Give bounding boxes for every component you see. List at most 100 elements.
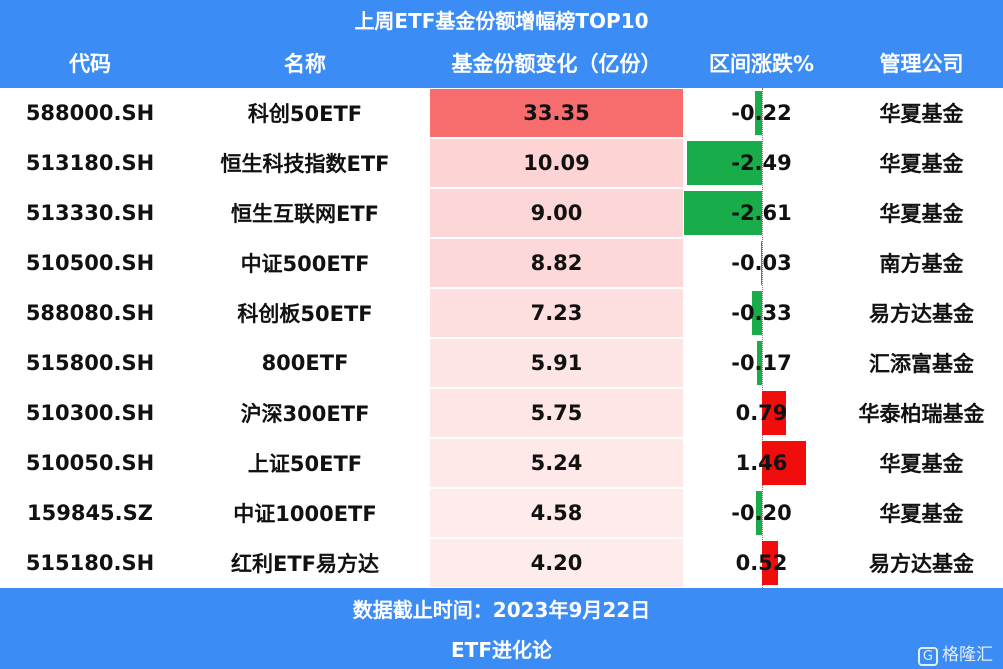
cell: 南方基金 bbox=[840, 238, 1003, 288]
cell: 513180.SH bbox=[0, 138, 180, 188]
table-body: 588000.SH 科创50ETF 33.35 -0.22 华夏基金 513180.SH 恒… bbox=[0, 88, 1003, 588]
cell: 红利ETF易方达 bbox=[180, 538, 430, 588]
cell-text: 7.23 bbox=[530, 301, 583, 325]
cell-text: 510500.SH bbox=[25, 251, 155, 275]
cell: 515800.SH bbox=[0, 338, 180, 388]
cell-text: 南方基金 bbox=[879, 252, 964, 276]
heat-fill bbox=[430, 289, 683, 337]
title: 上周ETF基金份额增幅榜TOP10 bbox=[0, 0, 1003, 38]
cell: 易方达基金 bbox=[840, 538, 1003, 588]
cell: -0.20 bbox=[683, 488, 840, 538]
cell-text: -0.17 bbox=[731, 351, 792, 375]
cell-text: -0.33 bbox=[731, 301, 792, 325]
header-cell: 管理公司 bbox=[879, 52, 964, 76]
cell-text: 华夏基金 bbox=[879, 202, 964, 226]
heat-fill bbox=[430, 489, 683, 537]
cell-text: 159845.SZ bbox=[27, 501, 153, 525]
header-row: 代码 名称 基金份额变化（亿份） 区间涨跌% 管理公司 bbox=[0, 38, 1003, 88]
cell: -2.61 bbox=[683, 188, 840, 238]
cell-text: 恒生科技指数ETF bbox=[220, 152, 390, 176]
change-bar bbox=[752, 291, 762, 335]
header-cell: 基金份额变化（亿份） bbox=[451, 52, 662, 76]
cell: -0.33 bbox=[683, 288, 840, 338]
cell: 0.52 bbox=[683, 538, 840, 588]
change-bar bbox=[683, 191, 762, 235]
cell-text: -0.22 bbox=[731, 101, 792, 125]
cell-text: 0.52 bbox=[735, 551, 788, 575]
cell: 588080.SH bbox=[0, 288, 180, 338]
cell: 0.79 bbox=[683, 388, 840, 438]
heat-fill bbox=[430, 189, 683, 237]
cell-text: 10.09 bbox=[523, 151, 590, 175]
cell: 华泰柏瑞基金 bbox=[840, 388, 1003, 438]
change-bar bbox=[756, 491, 762, 535]
cell-text: 8.82 bbox=[530, 251, 583, 275]
cell: 510300.SH bbox=[0, 388, 180, 438]
header-cell: 代码 bbox=[69, 52, 111, 76]
heat-fill bbox=[430, 139, 683, 187]
cell-text: 515180.SH bbox=[25, 551, 155, 575]
cell: 513330.SH bbox=[0, 188, 180, 238]
cell-text: 科创50ETF bbox=[247, 102, 363, 126]
cell-text: -2.49 bbox=[731, 151, 792, 175]
change-bar bbox=[761, 241, 762, 285]
cell: 515180.SH bbox=[0, 538, 180, 588]
heat-fill bbox=[430, 389, 683, 437]
cell: 科创50ETF bbox=[180, 88, 430, 138]
cell-text: 易方达基金 bbox=[869, 302, 974, 326]
cell: 汇添富基金 bbox=[840, 338, 1003, 388]
heat-fill bbox=[430, 339, 683, 387]
cell-text: 9.00 bbox=[530, 201, 583, 225]
cell: 1.46 bbox=[683, 438, 840, 488]
cell: 华夏基金 bbox=[840, 488, 1003, 538]
cell: 易方达基金 bbox=[840, 288, 1003, 338]
cell-text: 华夏基金 bbox=[879, 152, 964, 176]
zero-axis bbox=[762, 88, 763, 588]
cell-text: 510050.SH bbox=[25, 451, 155, 475]
cell-text: 易方达基金 bbox=[869, 552, 974, 576]
change-bar bbox=[762, 391, 786, 435]
cell: 800ETF bbox=[180, 338, 430, 388]
heat-fill bbox=[430, 89, 683, 137]
change-bar bbox=[687, 141, 762, 185]
cell-text: 513330.SH bbox=[25, 201, 155, 225]
cell: 华夏基金 bbox=[840, 138, 1003, 188]
cell-text: 5.24 bbox=[530, 451, 583, 475]
cell-text: 800ETF bbox=[261, 351, 349, 375]
cell-text: 上证50ETF bbox=[247, 452, 363, 476]
cell-text: -2.61 bbox=[731, 201, 792, 225]
heat-fill bbox=[430, 539, 683, 587]
cell-text: 华夏基金 bbox=[879, 452, 964, 476]
cell: -0.22 bbox=[683, 88, 840, 138]
cell: 上证50ETF bbox=[180, 438, 430, 488]
cell: 5.75 bbox=[430, 388, 683, 438]
cell: 华夏基金 bbox=[840, 188, 1003, 238]
cell-text: 沪深300ETF bbox=[240, 402, 370, 426]
cell: 华夏基金 bbox=[840, 438, 1003, 488]
cell-text: 中证1000ETF bbox=[233, 502, 377, 526]
cell: -2.49 bbox=[683, 138, 840, 188]
change-bar bbox=[755, 91, 762, 135]
cell: 恒生科技指数ETF bbox=[180, 138, 430, 188]
cell: 10.09 bbox=[430, 138, 683, 188]
cell: -0.03 bbox=[683, 238, 840, 288]
cell-text: 红利ETF易方达 bbox=[230, 552, 379, 576]
cell-text: 中证500ETF bbox=[240, 252, 370, 276]
cell: 恒生互联网ETF bbox=[180, 188, 430, 238]
cell: 4.58 bbox=[430, 488, 683, 538]
cell: 588000.SH bbox=[0, 88, 180, 138]
cell: 9.00 bbox=[430, 188, 683, 238]
cell-text: 恒生互联网ETF bbox=[230, 202, 379, 226]
change-bar bbox=[762, 441, 806, 485]
cell-text: -0.20 bbox=[731, 501, 792, 525]
heat-fill bbox=[430, 239, 683, 287]
change-bar bbox=[756, 341, 762, 385]
cell-text: 华夏基金 bbox=[879, 502, 964, 526]
cell-text: 588080.SH bbox=[25, 301, 155, 325]
cell: 华夏基金 bbox=[840, 88, 1003, 138]
cell: -0.17 bbox=[683, 338, 840, 388]
cell-text: 513180.SH bbox=[25, 151, 155, 175]
cell: 8.82 bbox=[430, 238, 683, 288]
cell: 7.23 bbox=[430, 288, 683, 338]
